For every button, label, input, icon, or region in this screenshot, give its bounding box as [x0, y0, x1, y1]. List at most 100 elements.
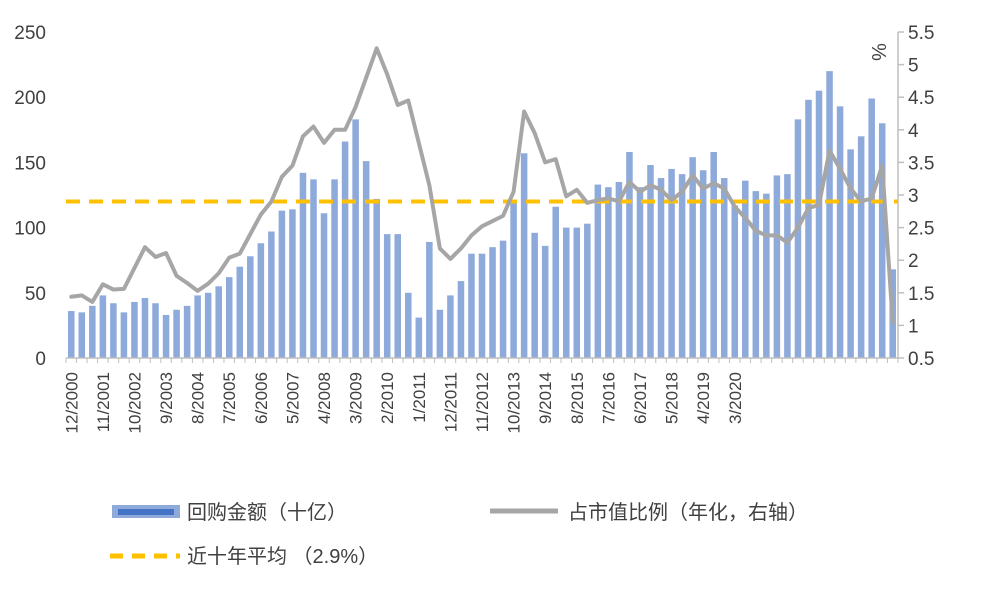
x-tick-label: 6/2006: [252, 372, 271, 424]
x-tick-label: 8/2004: [189, 372, 208, 424]
right-axis-unit-label: %: [867, 43, 889, 61]
axes-layer: 0 50 100 150 200 250 0.5 1 1.5 2 2.5 3 3.5 4 4.5 5 5.5 12…: [14, 23, 934, 433]
x-tick-label: 7/2005: [220, 372, 239, 424]
left-tick-label: 0: [35, 349, 46, 370]
bar-71: [815, 90, 823, 359]
bar-49: [584, 223, 591, 358]
bar-3: [99, 295, 107, 358]
bar-58: [678, 174, 686, 358]
bar-59: [689, 157, 696, 358]
bar-66: [763, 193, 770, 358]
x-tick-label: 11/2012: [473, 372, 492, 432]
bar-15: [225, 277, 233, 358]
x-tick-label: 2/2010: [378, 372, 397, 424]
right-tick-label: 3: [908, 186, 919, 207]
bar-17: [247, 256, 254, 358]
bar-31: [394, 234, 402, 358]
bar-12: [194, 295, 201, 358]
bar-74: [847, 149, 854, 358]
bar-67: [773, 175, 781, 358]
legend-avg-label: 近十年平均 （2.9%）: [187, 545, 378, 568]
x-tick-label: 11/2001: [94, 372, 113, 432]
x-tick-label: 5/2007: [283, 372, 302, 424]
bar-28: [362, 161, 370, 358]
bar-72: [826, 71, 833, 359]
x-tick-label: 12/2011: [441, 372, 460, 432]
x-tick-label: 1/2011: [410, 372, 429, 423]
bar-57: [668, 168, 675, 358]
bar-9: [162, 314, 170, 358]
bar-51: [605, 187, 612, 358]
bar-1: [78, 312, 86, 358]
bar-47: [562, 227, 570, 358]
x-tick-label: 4/2019: [694, 372, 713, 424]
right-tick-label: 4.5: [908, 88, 934, 109]
bar-35: [436, 309, 444, 358]
bar-38: [468, 253, 475, 358]
bar-7: [141, 298, 149, 358]
bar-40: [489, 247, 496, 358]
x-tick-label: 5/2018: [663, 372, 682, 424]
x-tick-label: 3/2009: [347, 372, 366, 424]
x-tick-label: 10/2013: [505, 372, 524, 433]
bar-16: [236, 266, 244, 358]
legend-bar-swatch-inner: [118, 509, 174, 515]
bar-54: [636, 187, 644, 358]
ratio-line: [69, 46, 895, 325]
bar-23: [310, 179, 317, 358]
right-tick-label: 4: [908, 121, 919, 142]
bar-2: [89, 305, 96, 358]
bar-56: [657, 178, 665, 358]
bar-68: [784, 174, 791, 358]
bar-77: [878, 123, 886, 358]
bar-70: [805, 99, 812, 358]
bar-33: [415, 317, 423, 358]
x-tick-label: 3/2020: [726, 372, 745, 424]
bar-76: [868, 98, 875, 358]
legend-line-label: 占市值比例（年化，右轴）: [568, 501, 808, 524]
bar-25: [331, 179, 338, 358]
bar-53: [626, 151, 633, 358]
bar-55: [647, 165, 654, 358]
bar-19: [268, 231, 275, 358]
right-tick-label: 1.5: [908, 284, 934, 305]
bar-20: [278, 210, 286, 358]
bar-4: [110, 303, 117, 358]
x-tick-label: 9/2003: [157, 372, 176, 424]
bar-27: [352, 119, 359, 359]
legend-bar-label: 回购金额（十亿）: [187, 501, 347, 524]
bar-13: [204, 292, 212, 358]
bar-36: [447, 295, 454, 358]
bar-5: [120, 312, 128, 358]
bar-69: [794, 119, 802, 359]
legend: 回购金额（十亿） 占市值比例（年化，右轴） 近十年平均 （2.9%）: [110, 501, 808, 568]
bar-75: [857, 136, 865, 358]
bar-24: [320, 213, 328, 358]
left-tick-label: 50: [25, 284, 46, 305]
bar-26: [341, 141, 349, 358]
x-tick-label: 4/2008: [315, 372, 334, 424]
bar-45: [541, 245, 549, 358]
bar-63: [731, 205, 739, 358]
left-tick-label: 100: [14, 219, 46, 240]
bar-64: [742, 180, 749, 358]
bar-34: [426, 241, 433, 358]
bar-43: [520, 153, 528, 358]
left-tick-label: 200: [14, 88, 46, 109]
ratio-line-layer: [69, 46, 895, 325]
bar-18: [257, 243, 265, 358]
bar-29: [373, 198, 380, 358]
left-tick-label: 150: [14, 153, 46, 174]
bar-22: [299, 172, 307, 358]
bar-65: [752, 191, 760, 358]
x-tick-label: 6/2017: [631, 372, 650, 424]
right-tick-label: 5: [908, 56, 919, 77]
right-tick-label: 3.5: [908, 153, 934, 174]
left-tick-label: 250: [14, 23, 46, 44]
bar-44: [531, 232, 538, 358]
bar-60: [699, 170, 707, 358]
bar-62: [720, 178, 728, 358]
right-tick-label: 2.5: [908, 219, 934, 240]
